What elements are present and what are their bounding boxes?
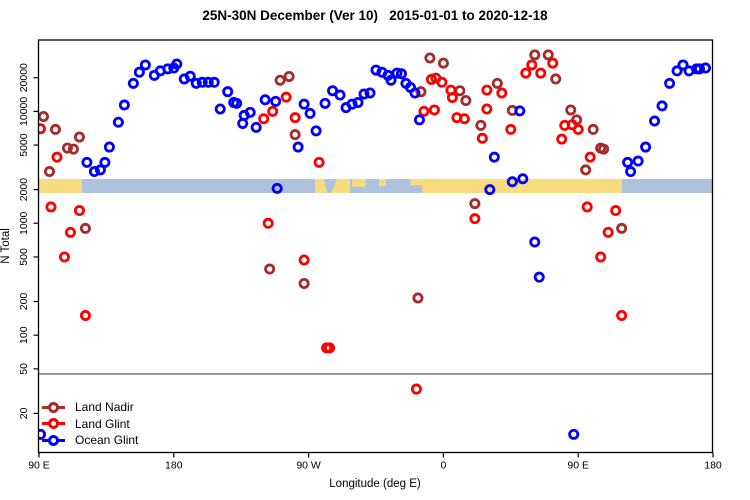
- legend-item-land-nadir: Land Nadir: [42, 399, 138, 416]
- svg-text:180: 180: [165, 460, 183, 472]
- legend-item-ocean-glint: Ocean Glint: [42, 432, 138, 449]
- svg-text:20: 20: [18, 407, 30, 419]
- svg-text:200: 200: [18, 293, 30, 311]
- svg-text:20000: 20000: [18, 63, 30, 92]
- legend: Land Nadir Land Glint Ocean Glint: [42, 399, 138, 449]
- legend-item-land-glint: Land Glint: [42, 416, 138, 433]
- svg-text:10000: 10000: [18, 97, 30, 126]
- ocean-glint-marker-icon: [42, 434, 65, 446]
- land-glint-marker-icon: [42, 418, 65, 430]
- legend-label: Ocean Glint: [75, 433, 139, 448]
- svg-text:1000: 1000: [18, 211, 30, 235]
- svg-text:0: 0: [440, 460, 446, 472]
- svg-text:500: 500: [18, 248, 30, 266]
- svg-text:90 E: 90 E: [567, 460, 589, 472]
- y-axis-label: N Total: [0, 228, 12, 264]
- svg-text:180: 180: [704, 460, 722, 472]
- svg-text:50: 50: [18, 363, 30, 375]
- svg-text:90 W: 90 W: [296, 460, 321, 472]
- svg-text:5000: 5000: [18, 133, 30, 157]
- chart-title: 25N-30N December (Ver 10) 2015-01-01 to …: [202, 8, 548, 23]
- land-nadir-marker-icon: [42, 401, 65, 413]
- svg-text:90 E: 90 E: [28, 460, 50, 472]
- legend-label: Land Glint: [75, 416, 130, 431]
- svg-text:100: 100: [18, 326, 30, 344]
- legend-label: Land Nadir: [75, 400, 134, 415]
- x-axis-label: Longitude (deg E): [329, 478, 421, 490]
- svg-text:2000: 2000: [18, 178, 30, 202]
